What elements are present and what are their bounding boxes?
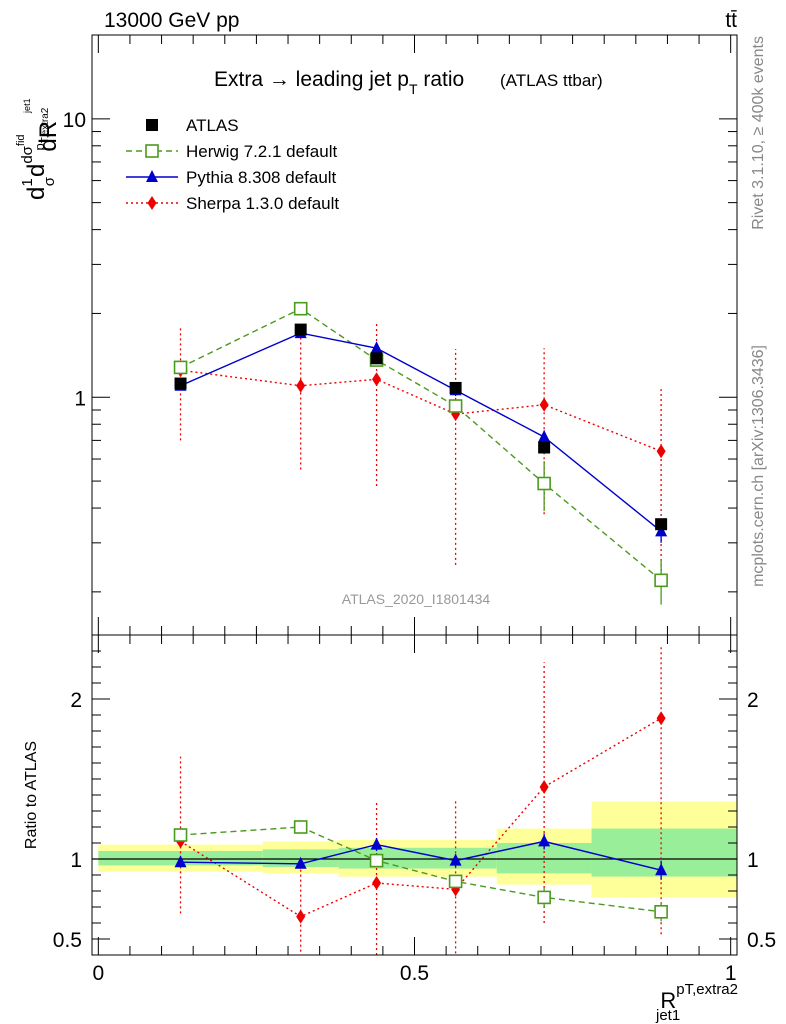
pythia-ratio-point (174, 855, 187, 868)
pythia-ratio-point (449, 853, 462, 866)
main-ylabel: d1 σddσfidpT,extra2dRjet1 (15, 98, 62, 200)
series-atlas (174, 323, 668, 531)
x-tick-label: 0 (92, 962, 104, 985)
ratio-series-herwig (173, 820, 668, 922)
herwig-ratio-point (369, 853, 384, 868)
xlabel-sup: pT,extra2 (676, 981, 738, 998)
legend-item-herwig: Herwig 7.2.1 default (126, 142, 337, 161)
legend-item-pythia: Pythia 8.308 default (126, 168, 337, 187)
sherpa-point (296, 378, 306, 393)
x-tick-label: 1 (725, 962, 737, 985)
sherpa-point (539, 397, 549, 412)
atlas-point (538, 441, 551, 454)
legend-item-atlas: ATLAS (146, 116, 239, 135)
series-sherpa (176, 323, 666, 586)
y-tick-label: 10 (63, 109, 86, 132)
herwig-point (293, 301, 308, 316)
ratio-y-tick-label: 1 (70, 849, 82, 872)
ratio-series-pythia (174, 833, 668, 880)
ratio-y-tick-label: 2 (70, 689, 82, 712)
legend-item-sherpa: Sherpa 1.3.0 default (126, 194, 339, 213)
main-title-note: (ATLAS ttbar) (500, 71, 603, 90)
energy-label: 13000 GeV pp (104, 9, 239, 32)
pythia-ratio-point (538, 834, 551, 847)
herwig-ratio-point (448, 874, 463, 889)
analysis-label: ATLAS_2020_I1801434 (342, 591, 491, 607)
uncertainty-band-inner (338, 847, 497, 869)
legend-label: Sherpa 1.3.0 default (186, 194, 339, 213)
sherpa-point (656, 444, 666, 459)
sherpa-point (372, 372, 382, 387)
pythia-point (655, 524, 668, 537)
pythia-point (370, 341, 383, 354)
series-pythia (174, 326, 668, 543)
atlas-point (294, 323, 307, 336)
process-label: tt̄ (725, 9, 737, 32)
herwig-point (537, 476, 551, 491)
legend: ATLAS Herwig 7.2.1 default Pythia 8.308 de… (126, 116, 339, 213)
legend-label: Herwig 7.2.1 default (186, 142, 337, 161)
sherpa-ratio-line (180, 717, 662, 918)
main-title-text: Extra → leading jet p (214, 68, 409, 91)
legend-marker (145, 144, 159, 158)
main-title: Extra → leading jet pT ratio (214, 68, 464, 97)
legend-label: Pythia 8.308 default (186, 168, 337, 187)
legend-marker (147, 196, 157, 210)
main-title-tail: ratio (418, 68, 465, 91)
main-title-subscript: T (409, 81, 418, 97)
mcplots-label: mcplots.cern.ch [arXiv:1306.3436] (750, 345, 767, 587)
sherpa-ratio-point (539, 780, 549, 794)
ratio-y-tick-label-right: 2 (747, 689, 759, 712)
main-panel: 1 10 Extra → leading jet pT ratio (ATLAS … (15, 34, 738, 636)
uncertainty-band-inner (591, 828, 737, 877)
ratio-y-tick-label-right: 1 (747, 849, 759, 872)
rivet-label: Rivet 3.1.10, ≥ 400k events (750, 36, 767, 230)
sherpa-ratio-point (296, 909, 306, 924)
pythia-ratio-point (294, 856, 307, 869)
atlas-point (655, 518, 668, 531)
ratio-frame (91, 634, 738, 956)
atlas-point (174, 377, 187, 390)
series-herwig (173, 301, 668, 605)
legend-marker (146, 170, 158, 182)
sherpa-ratio-point (372, 876, 382, 890)
ratio-y-tick-label: 0.5 (53, 929, 82, 952)
y-tick-label: 1 (74, 387, 86, 410)
xlabel-sub: jet1 (655, 1007, 680, 1024)
sherpa-ratio-point (656, 711, 666, 726)
ratio-xlabel: RpT,extra2 jet1 (655, 981, 738, 1024)
herwig-line (180, 307, 662, 581)
herwig-ratio-point (293, 820, 308, 834)
herwig-ratio-point (173, 828, 188, 842)
pythia-ratio-point (370, 837, 383, 850)
pythia-ratio-point (655, 863, 668, 876)
xlabel-main: R (660, 988, 676, 1013)
herwig-ratio-point (537, 890, 551, 905)
ratio-panel: 0.5 0.5 1 1 2 2 0 0.5 1 Ratio to ATLAS RpT,extra… (23, 634, 776, 1024)
atlas-point (370, 352, 383, 365)
ratio-ylabel: Ratio to ATLAS (23, 741, 40, 849)
x-tick-label: 0.5 (400, 962, 429, 985)
pythia-line (180, 332, 662, 532)
herwig-ratio-line (180, 826, 662, 913)
legend-marker (146, 119, 158, 131)
atlas-point (449, 381, 462, 394)
herwig-point (173, 360, 188, 375)
ratio-y-tick-label-right: 0.5 (747, 929, 776, 952)
legend-label: ATLAS (186, 116, 239, 135)
herwig-point (654, 573, 668, 588)
herwig-point (448, 399, 463, 413)
herwig-ratio-point (654, 904, 668, 919)
pythia-ratio-line (180, 840, 662, 871)
sherpa-line (180, 369, 662, 452)
pythia-point (538, 429, 551, 442)
